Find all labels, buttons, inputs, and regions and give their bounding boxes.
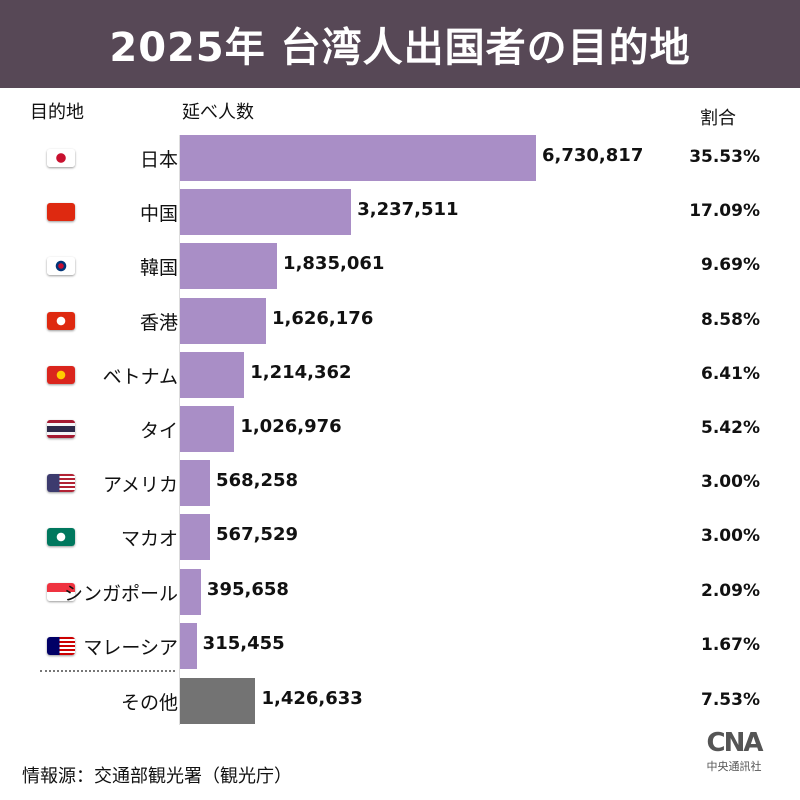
- value-label: 1,626,176: [272, 307, 374, 329]
- share-label: 8.58%: [701, 309, 760, 330]
- value-label: 315,455: [202, 632, 285, 654]
- logo-name: 中央通訊社: [706, 760, 762, 773]
- bar-row: タイ 1,026,976 5.42%: [0, 402, 800, 456]
- usa-flag-icon: [47, 474, 75, 493]
- value-header: 延べ人数: [182, 102, 254, 123]
- share-label: 2.09%: [701, 580, 760, 601]
- share-label: 3.00%: [701, 472, 760, 493]
- bar: [180, 189, 352, 236]
- bar: [180, 135, 536, 181]
- category-header: 目的地: [30, 102, 84, 123]
- share-header: 割合: [700, 108, 736, 129]
- bar: [180, 406, 235, 452]
- axis-line: [179, 135, 180, 725]
- category-label: アメリカ: [102, 474, 178, 497]
- value-label: 1,835,061: [283, 253, 385, 275]
- hong-kong-flag-icon: [47, 311, 75, 330]
- share-label: 1.67%: [701, 634, 760, 655]
- value-label: 395,658: [206, 578, 289, 600]
- china-flag-icon: [47, 203, 75, 222]
- thailand-flag-icon: [47, 420, 75, 438]
- value-label: 3,237,511: [357, 199, 459, 221]
- share-label: 5.42%: [701, 418, 760, 438]
- singapore-flag-icon: [47, 582, 75, 601]
- bar-row: 韓国 1,835,061 9.69%: [0, 239, 800, 293]
- share-label: 3.00%: [701, 526, 760, 547]
- value-label: 6,730,817: [542, 145, 644, 166]
- south-korea-flag-icon: [47, 257, 75, 276]
- category-label: 韓国: [139, 257, 178, 280]
- value-label: 568,258: [216, 470, 299, 492]
- page-title: 2025年 台湾人出国者の目的地: [0, 0, 800, 88]
- share-label: 35.53%: [689, 147, 760, 167]
- category-label: マカオ: [120, 528, 178, 551]
- category-label: シンガポール: [63, 582, 178, 605]
- source-note: 情報源：交通部観光署（観光庁）: [22, 766, 292, 787]
- logo-mark: CNA: [706, 728, 764, 758]
- category-label: 中国: [139, 203, 178, 226]
- bar-row: シンガポール 395,658 2.09%: [0, 565, 800, 619]
- category-label: 日本: [139, 149, 178, 171]
- vietnam-flag-icon: [47, 365, 75, 384]
- value-label: 1,214,362: [250, 361, 352, 383]
- value-label: 567,529: [216, 524, 298, 546]
- bar-row: 香港 1,626,176 8.58%: [0, 294, 800, 348]
- value-label: 1,026,976: [240, 416, 342, 437]
- bar: [180, 622, 197, 669]
- bar: [180, 678, 256, 724]
- bar-row: ベトナム 1,214,362 6.41%: [0, 348, 800, 402]
- bar-row: 日本 6,730,817 35.53%: [0, 131, 800, 185]
- divider: [40, 670, 175, 672]
- bar: [180, 297, 266, 344]
- category-label: ベトナム: [102, 365, 178, 388]
- bar: [180, 568, 201, 615]
- bar-row: マレーシア 315,455 1.67%: [0, 619, 800, 673]
- malaysia-flag-icon: [47, 636, 75, 655]
- share-label: 17.09%: [689, 201, 760, 222]
- cna-logo: CNA 中央通訊社: [700, 728, 768, 774]
- macau-flag-icon: [47, 528, 75, 547]
- share-label: 6.41%: [701, 363, 760, 384]
- share-label: 7.53%: [701, 690, 760, 710]
- bar: [180, 514, 211, 561]
- bar-row: 中国 3,237,511 17.09%: [0, 185, 800, 239]
- value-label: 1,426,633: [261, 688, 363, 709]
- category-label: 香港: [139, 311, 178, 334]
- bar-row: その他 1,426,633 7.53%: [0, 674, 800, 728]
- bar: [180, 243, 278, 290]
- category-label: タイ: [139, 420, 178, 442]
- japan-flag-icon: [47, 149, 75, 167]
- share-label: 9.69%: [701, 255, 760, 276]
- bar: [180, 351, 245, 398]
- bar: [180, 460, 211, 507]
- category-label: その他: [120, 692, 178, 714]
- category-label: マレーシア: [83, 636, 178, 659]
- bar-row: マカオ 567,529 3.00%: [0, 510, 800, 564]
- bar-row: アメリカ 568,258 3.00%: [0, 456, 800, 510]
